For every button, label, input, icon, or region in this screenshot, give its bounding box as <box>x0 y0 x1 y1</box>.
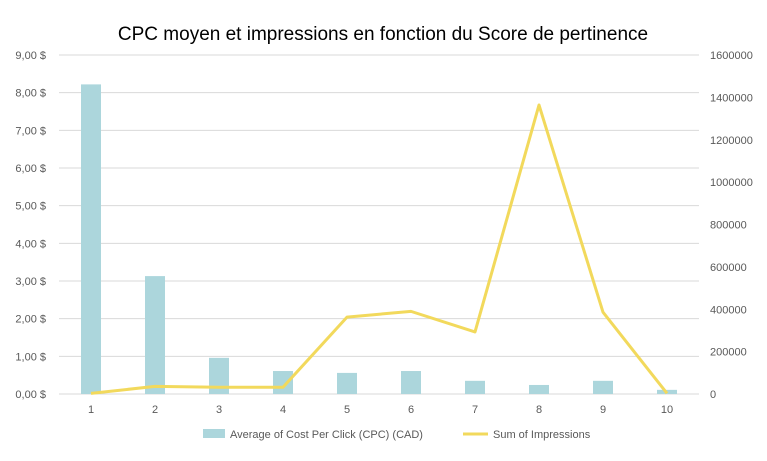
right-tick-label: 400000 <box>710 304 747 316</box>
chart-title: CPC moyen et impressions en fonction du … <box>118 24 648 45</box>
x-tick-label: 1 <box>88 404 94 416</box>
left-tick-label: 6,00 $ <box>15 163 46 175</box>
right-tick-label: 1400000 <box>710 92 753 104</box>
legend-label-cpc: Average of Cost Per Click (CPC) (CAD) <box>230 429 423 441</box>
x-tick-label: 5 <box>344 404 350 416</box>
x-tick-label: 8 <box>536 404 542 416</box>
left-tick-label: 0,00 $ <box>15 389 46 401</box>
legend-label-impressions: Sum of Impressions <box>493 429 591 441</box>
bar-cpc-6 <box>401 371 421 394</box>
x-tick-label: 4 <box>280 404 286 416</box>
right-tick-label: 1600000 <box>710 50 753 62</box>
x-tick-label: 6 <box>408 404 414 416</box>
right-tick-label: 1000000 <box>710 177 753 189</box>
bar-cpc-9 <box>593 381 613 394</box>
x-tick-label: 9 <box>600 404 606 416</box>
line-impressions <box>91 105 667 393</box>
left-tick-label: 9,00 $ <box>15 50 46 62</box>
x-tick-label: 3 <box>216 404 222 416</box>
right-tick-label: 0 <box>710 389 716 401</box>
x-tick-label: 2 <box>152 404 158 416</box>
left-tick-label: 1,00 $ <box>15 351 46 363</box>
bar-cpc-4 <box>273 371 293 394</box>
bar-cpc-2 <box>145 276 165 394</box>
x-tick-label: 7 <box>472 404 478 416</box>
legend-swatch-cpc <box>203 429 225 438</box>
left-tick-label: 8,00 $ <box>15 88 46 100</box>
left-tick-label: 5,00 $ <box>15 201 46 213</box>
right-tick-label: 600000 <box>710 262 747 274</box>
left-tick-label: 7,00 $ <box>15 125 46 137</box>
left-tick-label: 3,00 $ <box>15 276 46 288</box>
bar-cpc-8 <box>529 385 549 394</box>
right-tick-label: 200000 <box>710 347 747 359</box>
bar-cpc-5 <box>337 373 357 394</box>
left-tick-label: 4,00 $ <box>15 238 46 250</box>
left-tick-label: 2,00 $ <box>15 314 46 326</box>
x-tick-label: 10 <box>661 404 673 416</box>
right-tick-label: 1200000 <box>710 135 753 147</box>
right-tick-label: 800000 <box>710 220 747 232</box>
bar-cpc-7 <box>465 381 485 394</box>
bar-cpc-1 <box>81 84 101 394</box>
